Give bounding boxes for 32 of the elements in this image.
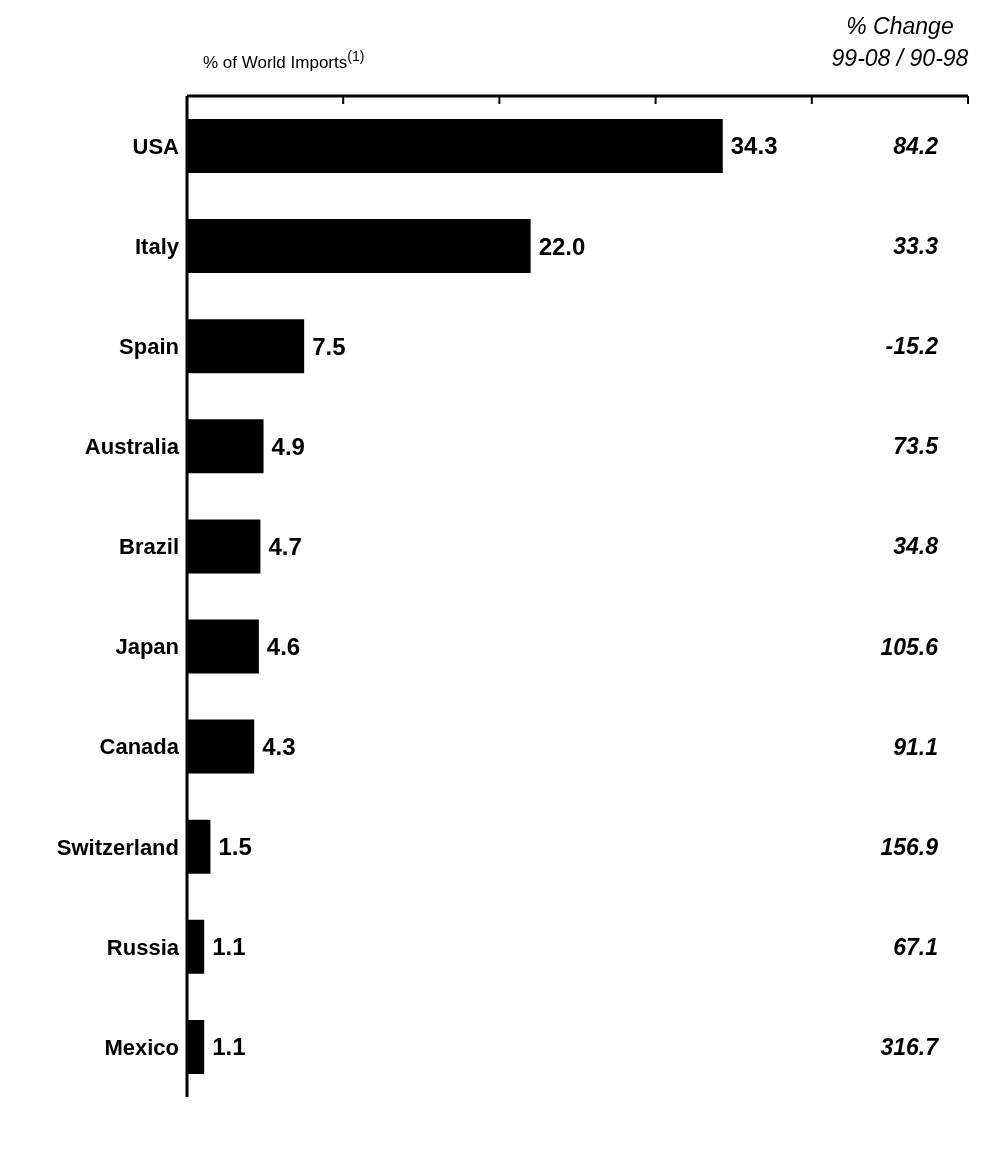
annotation: 91.1 <box>893 733 938 760</box>
y-tick-label: Brazil <box>119 534 179 560</box>
y-tick-label: Russia <box>106 934 180 960</box>
y-tick-label: Switzerland <box>56 834 179 860</box>
annotation: 156.9 <box>880 833 939 860</box>
y-tick-label: Spain <box>119 334 179 360</box>
data-label: 22.0 <box>538 232 586 260</box>
data-label: 4.6 <box>266 632 301 660</box>
data-label: 7.5 <box>312 332 346 360</box>
data-label: 1.1 <box>212 1033 246 1061</box>
annotation: 84.2 <box>893 133 939 160</box>
annotation: 67.1 <box>893 933 938 960</box>
x-axis-title: % of World Imports$^{(1)}$ <box>203 48 365 73</box>
data-label: 1.5 <box>218 833 252 861</box>
data-label: 4.9 <box>271 432 305 460</box>
y-tick-label: Japan <box>115 634 179 660</box>
annotation: -15.2 <box>885 333 939 360</box>
annotation: 105.6 <box>880 633 939 660</box>
y-tick-label: USA <box>132 133 180 159</box>
data-label: 1.1 <box>212 933 246 961</box>
y-tick-label: Mexico <box>104 1034 179 1060</box>
y-tick-label: Italy <box>134 233 180 259</box>
annotation: 33.3 <box>893 233 939 260</box>
data-label: 34.3 <box>730 132 778 160</box>
text: % Change 99-08 / 90-98 <box>830 12 970 73</box>
annotation: 316.7 <box>880 1033 940 1060</box>
annotation: 34.8 <box>893 533 939 560</box>
y-tick-label: Canada <box>99 734 180 760</box>
data-label: 4.3 <box>262 733 296 761</box>
annotation: 73.5 <box>893 433 940 460</box>
data-label: 4.7 <box>268 532 302 560</box>
y-tick-label: Australia <box>84 434 180 460</box>
